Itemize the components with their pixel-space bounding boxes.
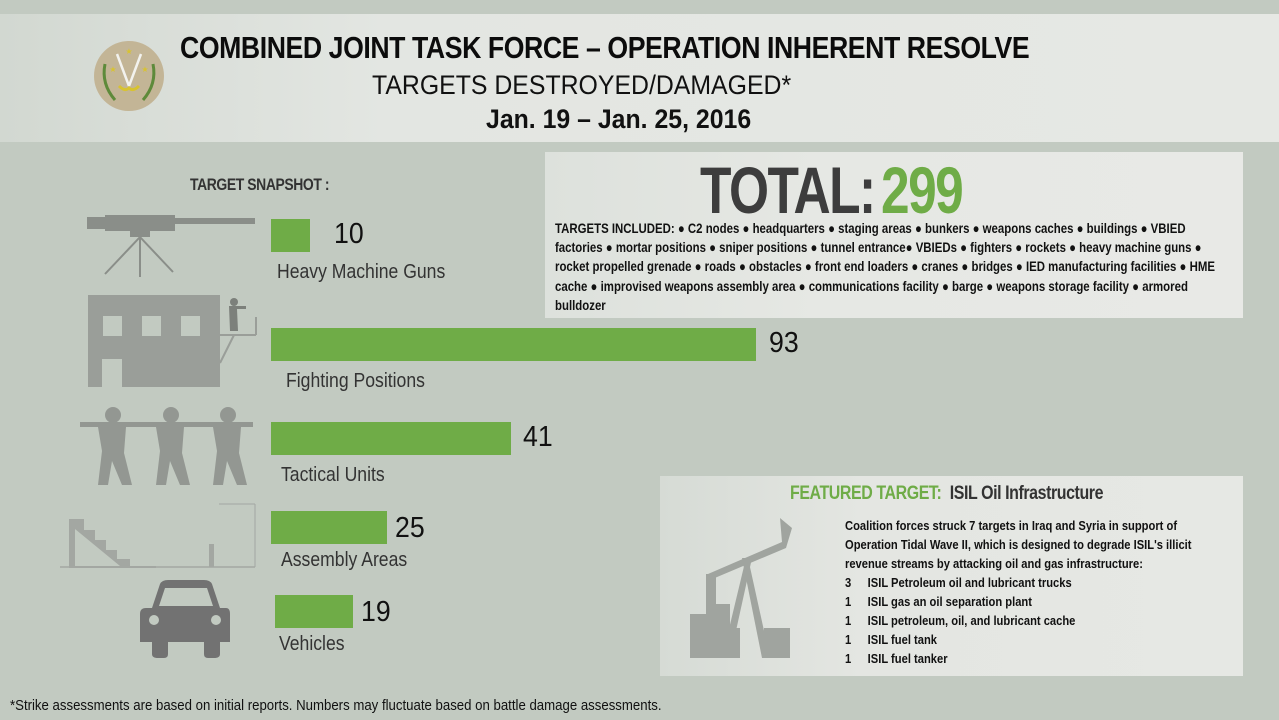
label-heavy-machine-guns: Heavy Machine Guns — [277, 261, 446, 283]
svg-text:★: ★ — [109, 65, 116, 74]
value-assembly-areas: 25 — [395, 512, 425, 544]
staircase-area-icon — [60, 503, 256, 568]
targets-included-label: TARGETS INCLUDED: — [555, 221, 675, 236]
list-item: 1 ISIL gas an oil separation plant — [845, 594, 1032, 609]
svg-text:★: ★ — [125, 47, 132, 56]
svg-text:★: ★ — [141, 65, 148, 74]
label-assembly-areas: Assembly Areas — [281, 549, 408, 571]
bar-fighting-positions — [271, 328, 756, 361]
featured-target-list: 3 ISIL Petroleum oil and lubricant trucks… — [845, 573, 1181, 668]
building-with-soldier-icon — [88, 295, 257, 387]
page-subtitle: TARGETS DESTROYED/DAMAGED* — [372, 70, 792, 100]
oil-pumpjack-icon — [690, 518, 792, 658]
value-fighting-positions: 93 — [769, 327, 799, 359]
footnote: *Strike assessments are based on initial… — [10, 697, 662, 714]
cjtf-oir-emblem-icon: ★ ★ ★ — [94, 41, 164, 111]
header-band — [0, 14, 1279, 142]
total-label: TOTAL: — [700, 153, 876, 227]
targets-included-text: ● C2 nodes ● headquarters ● staging area… — [555, 221, 1215, 313]
soldiers-icon — [80, 407, 253, 485]
list-item: 1 ISIL petroleum, oil, and lubricant cach… — [845, 613, 1076, 628]
list-item: 3 ISIL Petroleum oil and lubricant trucks — [845, 575, 1072, 590]
list-item: 1 ISIL fuel tank — [845, 632, 937, 647]
featured-name: ISIL Oil Infrastructure — [949, 483, 1104, 504]
total-panel: TOTAL: 299 TARGETS INCLUDED: ● C2 nodes … — [545, 152, 1243, 318]
value-heavy-machine-guns: 10 — [334, 218, 364, 250]
total-value: 299 — [881, 153, 964, 227]
label-fighting-positions: Fighting Positions — [286, 370, 425, 392]
date-range: Jan. 19 – Jan. 25, 2016 — [486, 104, 752, 134]
featured-description: Coalition forces struck 7 targets in Ira… — [845, 518, 1192, 571]
label-vehicles: Vehicles — [279, 633, 345, 655]
featured-target-panel: FEATURED TARGET: ISIL Oil Infrastructure … — [660, 476, 1243, 676]
bar-assembly-areas — [271, 511, 387, 544]
bar-vehicles — [275, 595, 353, 628]
featured-label: FEATURED TARGET: — [790, 483, 942, 504]
targets-included: TARGETS INCLUDED: ● C2 nodes ● headquart… — [555, 219, 1234, 315]
value-vehicles: 19 — [361, 596, 391, 628]
snapshot-label: TARGET SNAPSHOT : — [190, 175, 330, 194]
label-tactical-units: Tactical Units — [281, 464, 385, 486]
featured-title: FEATURED TARGET: ISIL Oil Infrastructure — [790, 483, 1103, 505]
value-tactical-units: 41 — [523, 421, 553, 453]
machine-gun-icon — [87, 215, 255, 277]
list-item: 1 ISIL fuel tanker — [845, 651, 948, 666]
car-icon — [140, 580, 230, 658]
page-title: COMBINED JOINT TASK FORCE – OPERATION IN… — [180, 30, 1030, 65]
bar-heavy-machine-guns — [271, 219, 310, 252]
bar-tactical-units — [271, 422, 511, 455]
